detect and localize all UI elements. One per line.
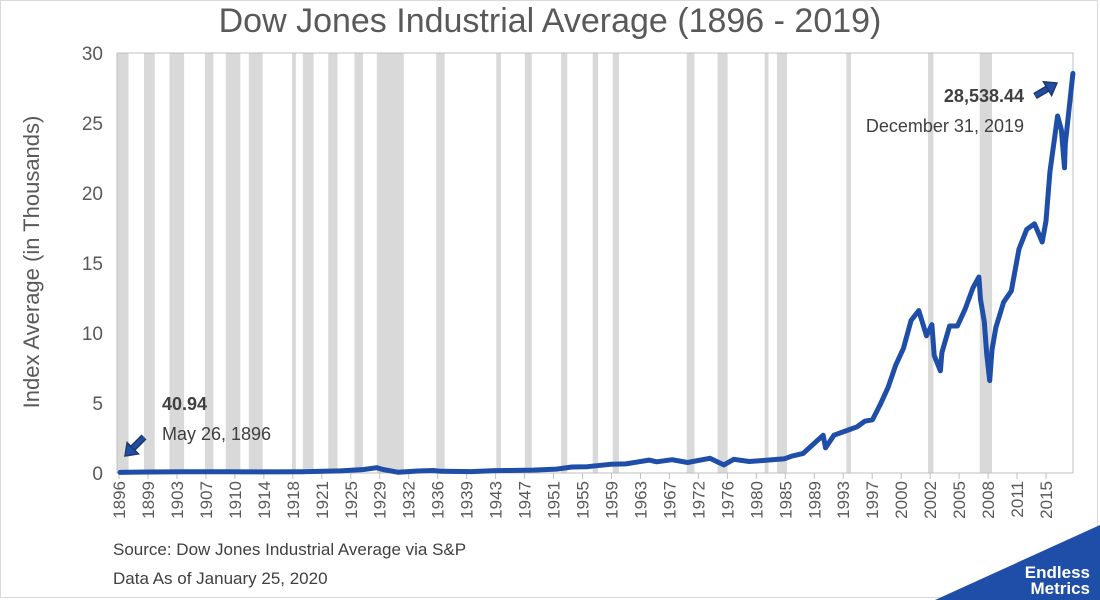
recession-band	[169, 53, 185, 473]
start-value-annotation: 40.94	[162, 394, 208, 414]
x-tick-label: 1967	[660, 481, 679, 519]
y-tick-label: 5	[92, 394, 103, 415]
y-tick-label: 15	[82, 254, 103, 275]
axes: 0 5 10 15 20 25 30 1896 1899 1903 1907 1910 1914 1918…	[82, 44, 1074, 519]
recession-band	[846, 53, 851, 473]
x-tick-label: 1951	[545, 481, 564, 519]
recession-band	[496, 53, 501, 473]
end-date-annotation: December 31, 2019	[865, 116, 1024, 136]
x-tick-label: 1929	[371, 481, 390, 519]
x-tick-label: 1959	[602, 481, 621, 519]
x-tick-label: 1943	[487, 481, 506, 519]
y-tick-label: 0	[92, 464, 103, 485]
recession-band	[612, 53, 619, 473]
x-tick-label: 1921	[313, 481, 332, 519]
recession-band	[354, 53, 363, 473]
x-tick-label: 1896	[110, 481, 129, 519]
x-tick-label: 1910	[226, 481, 245, 519]
arrow-shaft	[131, 435, 146, 450]
x-tick-label: 2002	[921, 481, 940, 519]
x-tick-label: 2015	[1037, 481, 1056, 519]
x-tick-label: 1932	[400, 481, 419, 519]
x-tick-label: 1985	[776, 481, 795, 519]
end-arrow	[1033, 80, 1059, 100]
x-tick-label: 1914	[255, 481, 274, 519]
x-tick-label: 1955	[574, 481, 593, 519]
recession-band	[592, 53, 599, 473]
y-tick-label: 30	[82, 44, 103, 65]
x-tick-label: 2000	[892, 481, 911, 519]
start-arrow	[124, 434, 147, 457]
recession-band	[143, 53, 155, 473]
series-line	[117, 70, 1076, 475]
x-tick-label: 1963	[631, 481, 650, 519]
x-tick-label: 1939	[458, 481, 477, 519]
recession-band	[117, 53, 129, 473]
x-tick-label: 1993	[834, 481, 853, 519]
recession-band	[561, 53, 568, 473]
end-value-annotation: 28,538.44	[943, 86, 1024, 106]
recession-band	[717, 53, 728, 473]
recession-bands	[117, 53, 993, 473]
x-tick-label: 1907	[197, 481, 216, 519]
arrow-head	[1042, 80, 1059, 98]
annotation-arrows	[124, 80, 1059, 457]
recession-band	[686, 53, 695, 473]
x-tick-label: 1899	[139, 481, 158, 519]
x-tick-label: 2005	[950, 481, 969, 519]
recession-band	[225, 53, 241, 473]
recession-band	[292, 53, 296, 473]
recession-band	[248, 53, 263, 473]
as-of-note: Data As of January 25, 2020	[113, 569, 328, 588]
recession-band	[376, 53, 404, 473]
y-tick-label: 20	[82, 184, 103, 205]
brand-logo-text-line2: Metrics	[1030, 579, 1090, 598]
source-note: Source: Dow Jones Industrial Average via…	[113, 540, 467, 559]
recession-band	[776, 53, 787, 473]
chart-title: Dow Jones Industrial Average (1896 - 201…	[218, 2, 882, 40]
plot-area-border	[116, 52, 1074, 474]
x-tick-label: 2011	[1008, 481, 1027, 518]
x-tick-label: 1947	[516, 481, 535, 519]
arrow-shaft	[1033, 86, 1049, 98]
x-tick-label: 1976	[718, 481, 737, 519]
x-tick-label: 1903	[168, 481, 187, 519]
recession-band	[328, 53, 338, 473]
recession-band	[302, 53, 314, 473]
series-layer	[117, 70, 1076, 475]
recession-band	[524, 53, 532, 473]
x-tick-label: 2008	[979, 481, 998, 519]
x-tick-label: 1936	[429, 481, 448, 519]
x-tick-label: 1980	[747, 481, 766, 519]
recession-band	[928, 53, 934, 473]
y-tick-label: 25	[82, 114, 103, 135]
recession-band	[204, 53, 214, 473]
x-tick-label: 1918	[284, 481, 303, 519]
brand-logo-text-line1: Endless	[1024, 563, 1090, 582]
brand-logo-background	[935, 525, 1100, 600]
recession-band	[436, 53, 445, 473]
x-tick-label: 1925	[342, 481, 361, 519]
recession-band	[764, 53, 769, 473]
x-tick-label: 1997	[863, 481, 882, 519]
x-tick-label: 1989	[805, 481, 824, 519]
arrow-head	[124, 440, 141, 457]
start-date-annotation: May 26, 1896	[162, 424, 272, 444]
x-tick-label: 1972	[689, 481, 708, 519]
y-tick-label: 10	[82, 324, 103, 345]
